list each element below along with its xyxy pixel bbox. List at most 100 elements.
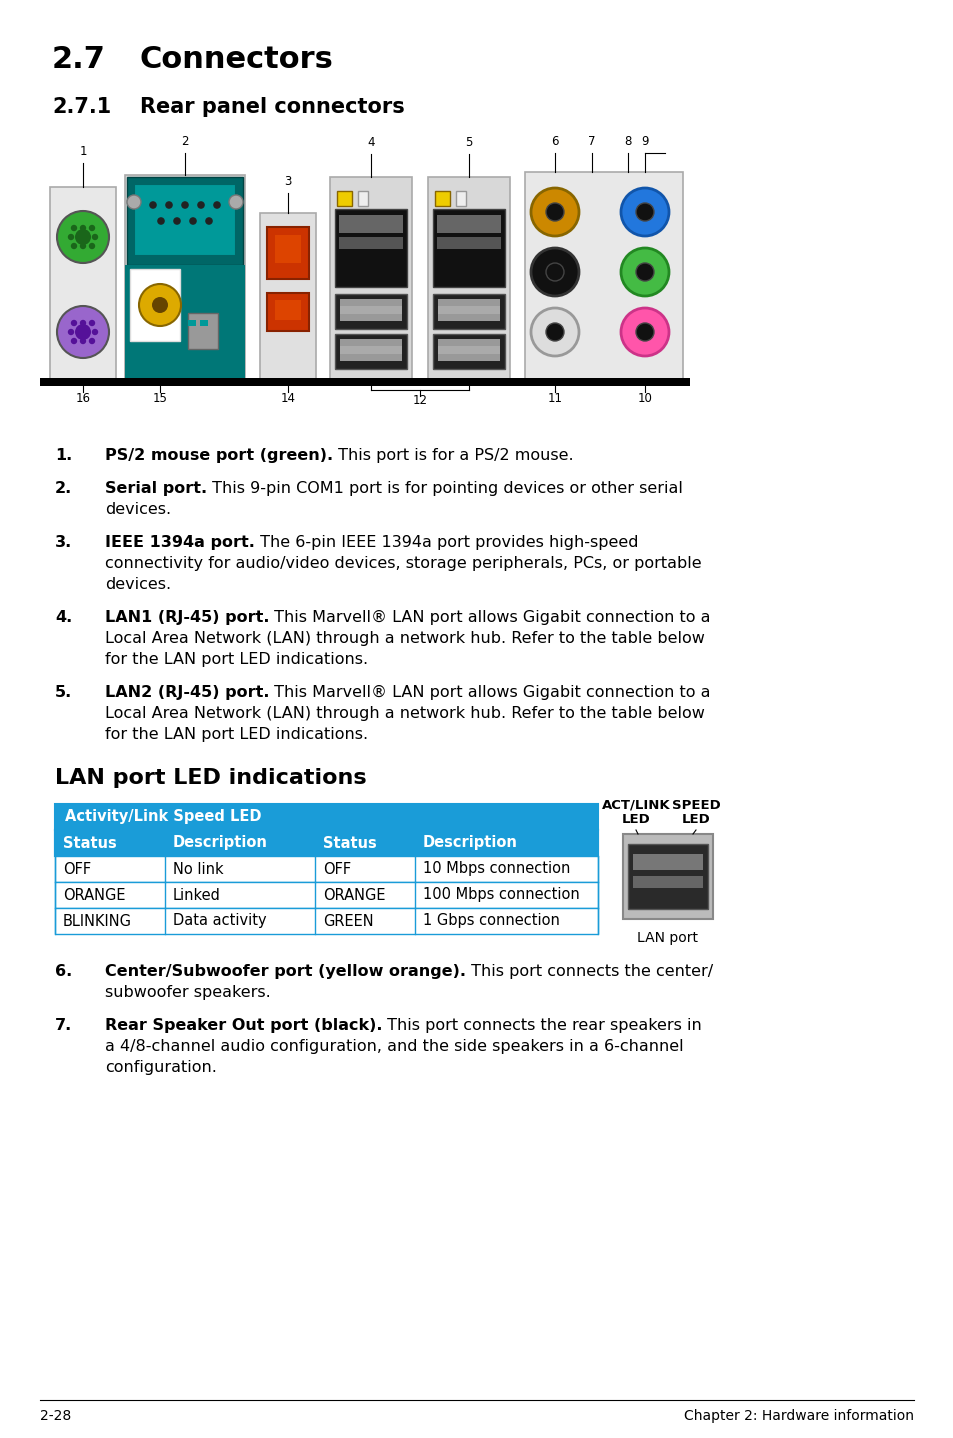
Text: for the LAN port LED indications.: for the LAN port LED indications. <box>105 728 368 742</box>
Bar <box>330 177 412 380</box>
Bar <box>433 209 504 288</box>
Text: LAN port LED indications: LAN port LED indications <box>55 768 366 788</box>
Text: devices.: devices. <box>105 502 171 518</box>
Text: connectivity for audio/video devices, storage peripherals, PCs, or portable: connectivity for audio/video devices, st… <box>105 557 700 571</box>
Circle shape <box>620 188 668 236</box>
Text: This port is for a PS/2 mouse.: This port is for a PS/2 mouse. <box>333 449 573 463</box>
Bar <box>437 347 499 354</box>
Bar <box>633 876 702 889</box>
Circle shape <box>68 329 74 335</box>
Circle shape <box>636 203 654 221</box>
Text: 8: 8 <box>623 135 631 148</box>
Text: This port connects the rear speakers in: This port connects the rear speakers in <box>382 1018 701 1032</box>
Text: PS/2 mouse port (green).: PS/2 mouse port (green). <box>105 449 333 463</box>
Bar <box>335 293 407 329</box>
Text: Data activity: Data activity <box>172 913 266 929</box>
Text: ORANGE: ORANGE <box>63 887 126 903</box>
Circle shape <box>620 247 668 296</box>
Text: 11: 11 <box>547 393 562 406</box>
Circle shape <box>127 196 141 209</box>
Bar <box>435 191 450 206</box>
Text: 3: 3 <box>284 175 292 188</box>
Bar <box>55 907 598 935</box>
Text: for the LAN port LED indications.: for the LAN port LED indications. <box>105 651 368 667</box>
Bar <box>188 313 218 349</box>
Text: 2-28: 2-28 <box>40 1409 71 1424</box>
Text: Serial port.: Serial port. <box>105 480 207 496</box>
Text: LAN2 (RJ-45) port.: LAN2 (RJ-45) port. <box>105 684 269 700</box>
Bar <box>274 234 301 263</box>
Text: 1 Gbps connection: 1 Gbps connection <box>422 913 559 929</box>
Bar <box>55 830 598 856</box>
Circle shape <box>531 308 578 357</box>
Text: Activity/Link Speed LED: Activity/Link Speed LED <box>65 810 261 824</box>
Circle shape <box>57 211 109 263</box>
Circle shape <box>75 324 91 339</box>
Bar <box>336 191 352 206</box>
Text: Description: Description <box>422 835 517 850</box>
Text: 15: 15 <box>152 393 168 406</box>
Circle shape <box>173 217 181 224</box>
Circle shape <box>71 224 77 232</box>
Circle shape <box>80 234 86 240</box>
Bar <box>55 856 598 881</box>
Text: configuration.: configuration. <box>105 1060 216 1076</box>
Circle shape <box>71 243 77 249</box>
Circle shape <box>80 243 86 249</box>
Bar <box>339 306 401 313</box>
Circle shape <box>197 201 205 209</box>
Bar <box>627 844 707 909</box>
Bar <box>40 378 689 385</box>
Circle shape <box>531 188 578 236</box>
Bar <box>633 854 702 870</box>
Circle shape <box>57 306 109 358</box>
Bar <box>437 339 499 361</box>
Circle shape <box>545 324 563 341</box>
Text: ORANGE: ORANGE <box>323 887 385 903</box>
Circle shape <box>189 217 196 224</box>
Circle shape <box>531 247 578 296</box>
Text: 7.: 7. <box>55 1018 72 1032</box>
Text: OFF: OFF <box>323 861 351 877</box>
Bar <box>335 334 407 370</box>
Text: ACT/LINK: ACT/LINK <box>601 800 670 812</box>
Text: 9: 9 <box>640 135 648 148</box>
Text: 1: 1 <box>79 145 87 158</box>
Circle shape <box>157 217 165 224</box>
Bar <box>339 299 401 321</box>
Bar <box>133 184 235 256</box>
Text: 2.7: 2.7 <box>52 45 106 73</box>
Text: 10 Mbps connection: 10 Mbps connection <box>422 861 570 877</box>
Circle shape <box>205 217 213 224</box>
Bar <box>130 269 180 341</box>
Circle shape <box>89 319 95 326</box>
Text: 100 Mbps connection: 100 Mbps connection <box>422 887 579 903</box>
Bar <box>267 227 309 279</box>
Bar <box>125 175 245 380</box>
Bar <box>456 191 465 206</box>
Circle shape <box>80 329 86 335</box>
Circle shape <box>91 329 98 335</box>
Text: 5.: 5. <box>55 684 72 700</box>
Circle shape <box>71 319 77 326</box>
Text: Status: Status <box>63 835 116 850</box>
Circle shape <box>89 338 95 344</box>
Bar <box>339 347 401 354</box>
Text: 2.: 2. <box>55 480 72 496</box>
Circle shape <box>139 283 181 326</box>
Circle shape <box>89 243 95 249</box>
Circle shape <box>229 196 243 209</box>
Text: 7: 7 <box>588 135 595 148</box>
Text: LAN port: LAN port <box>637 930 698 945</box>
Text: LAN1 (RJ-45) port.: LAN1 (RJ-45) port. <box>105 610 269 626</box>
Text: 4.: 4. <box>55 610 72 626</box>
Text: subwoofer speakers.: subwoofer speakers. <box>105 985 271 999</box>
Bar <box>200 321 208 326</box>
Circle shape <box>71 338 77 344</box>
Text: SPEED: SPEED <box>671 800 720 812</box>
Circle shape <box>80 338 86 344</box>
Text: Status: Status <box>323 835 376 850</box>
Bar <box>55 881 598 907</box>
Text: GREEN: GREEN <box>323 913 374 929</box>
Bar <box>622 834 712 919</box>
